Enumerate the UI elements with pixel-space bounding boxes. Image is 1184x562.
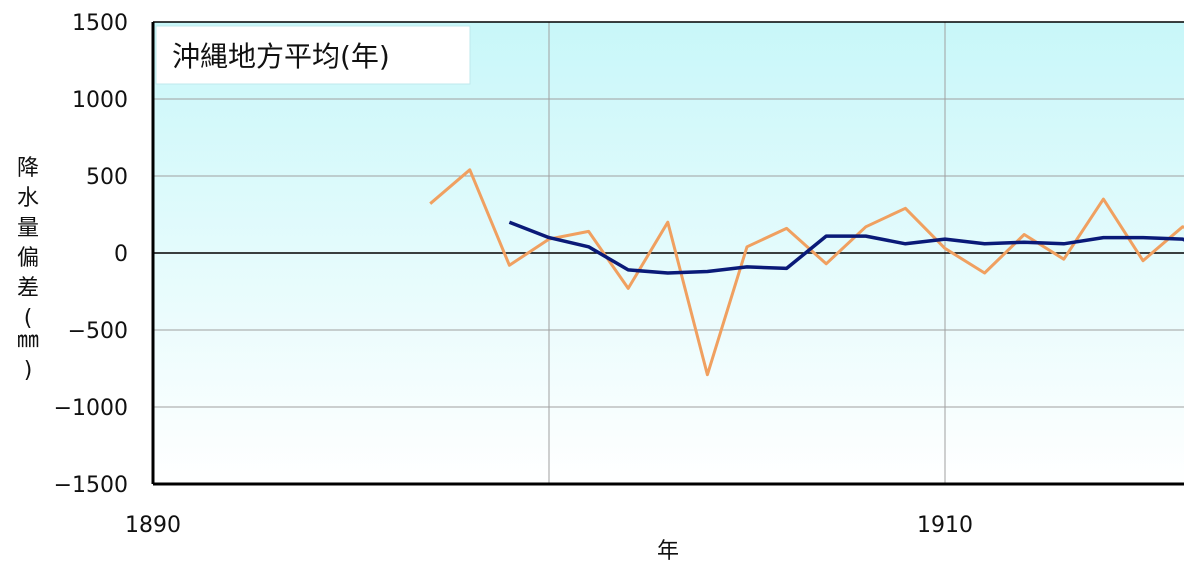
- x-tick-label: 1910: [917, 513, 973, 538]
- y-tick-label: −1500: [54, 473, 128, 498]
- y-tick-label: 1500: [72, 11, 128, 36]
- y-tick-label: 0: [114, 242, 128, 267]
- series-line-five-year-mean: [508, 220, 1184, 275]
- y-axis-label: 降水量偏差(㎜): [17, 156, 39, 383]
- x-axis-label: 年: [657, 539, 679, 562]
- y-tick-label: −1000: [54, 396, 128, 421]
- series-layer: [429, 168, 1184, 377]
- y-tick-label: 1000: [72, 88, 128, 113]
- x-tick-labels: 1890191019301950197019902010: [125, 513, 973, 538]
- y-tick-label: −500: [68, 319, 128, 344]
- chart-title-box: 沖縄地方平均(年): [155, 25, 471, 85]
- series-line-annual-early: [429, 168, 1184, 377]
- y-tick-labels: 1500 1000 500 0 −500 −1000 −1500: [54, 11, 128, 498]
- x-tick-label: 1890: [125, 513, 181, 538]
- chart-title: 沖縄地方平均(年): [172, 40, 390, 73]
- y-tick-label: 500: [86, 165, 128, 190]
